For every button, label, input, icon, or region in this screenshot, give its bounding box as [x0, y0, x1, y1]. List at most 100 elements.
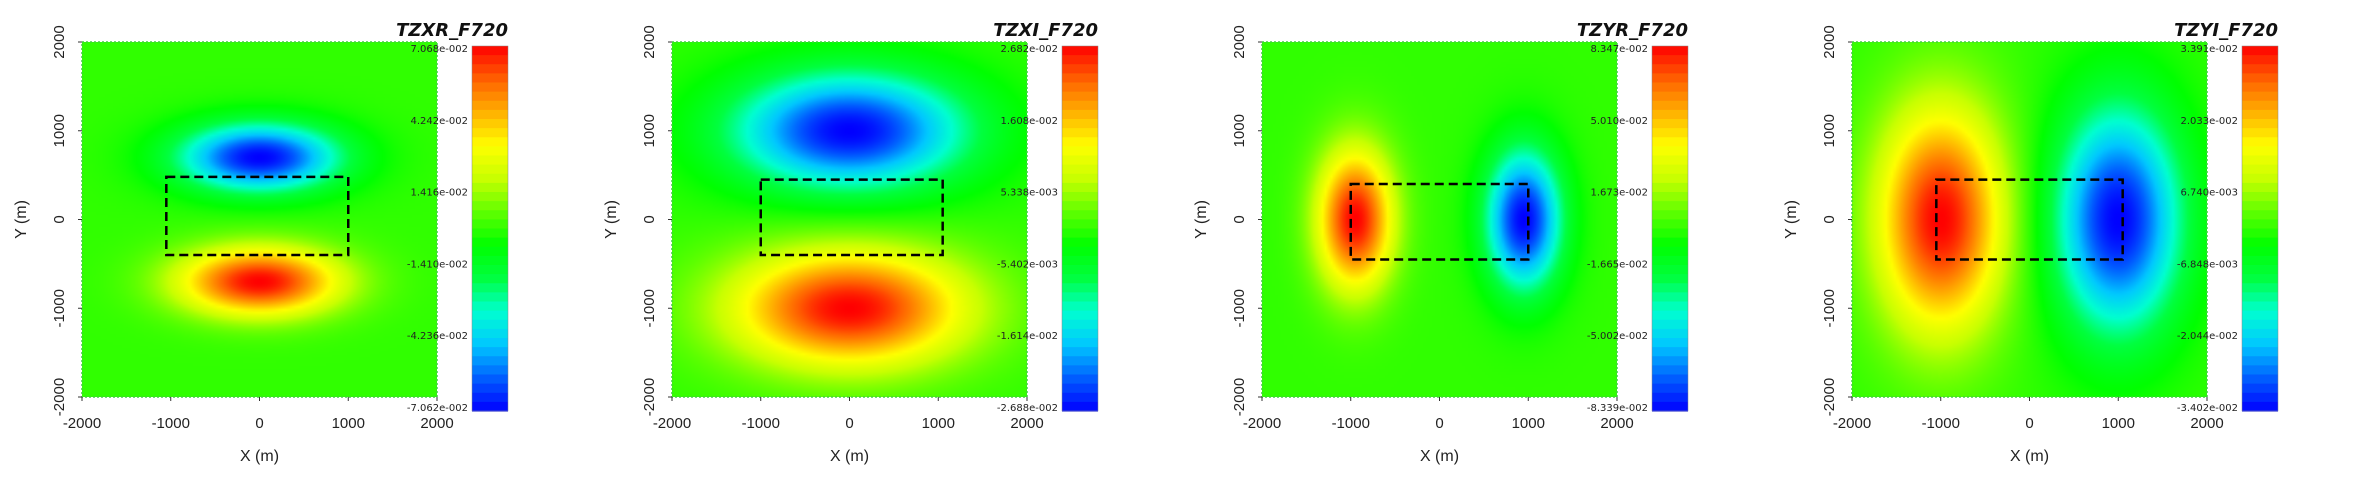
colorbar-segment — [1652, 210, 1688, 220]
colorbar-segment — [2242, 274, 2278, 284]
colorbar-segment — [1062, 137, 1098, 147]
colorbar-segment — [2242, 119, 2278, 129]
colorbar-segment — [1062, 146, 1098, 157]
colorbar-segment — [1062, 73, 1098, 84]
heatmap-field — [1262, 42, 1617, 397]
colorbar-segment — [1652, 155, 1688, 166]
colorbar-segment — [472, 128, 508, 138]
colorbar-title: TZXR_F720 — [396, 20, 508, 41]
colorbar-segment — [2242, 347, 2278, 357]
colorbar-segment — [2242, 265, 2278, 275]
colorbar-frame — [2241, 45, 2279, 412]
colorbar-tick-label: -7.062e-002 — [407, 403, 468, 414]
y-tick-label: 2000 — [641, 25, 658, 58]
colorbar-tick-label: -1.665e-002 — [1587, 259, 1648, 270]
colorbar-segment — [1652, 274, 1688, 284]
x-tick-label: 2000 — [1010, 415, 1043, 432]
colorbar-segment — [2242, 82, 2278, 93]
colorbar-segment — [1652, 201, 1688, 211]
colorbar-segment — [2242, 401, 2278, 412]
heatmap-field — [1852, 42, 2207, 397]
y-tick-label: 1000 — [1821, 114, 1838, 147]
colorbar-segment — [1062, 274, 1098, 284]
colorbar-frame — [1651, 45, 1689, 412]
colorbar-segment — [1652, 219, 1688, 230]
colorbar-segment — [2242, 310, 2278, 321]
colorbar-segment — [472, 173, 508, 184]
colorbar-tick-label: -8.339e-002 — [1587, 403, 1648, 414]
colorbar-segment — [2242, 319, 2278, 330]
x-tick-label: 0 — [845, 415, 853, 432]
colorbar-tick-label: 2.682e-002 — [1001, 44, 1058, 55]
y-axis-label: Y (m) — [13, 200, 30, 239]
colorbar-segment — [1062, 365, 1098, 376]
colorbar-tick-label: 2.033e-002 — [2181, 116, 2238, 127]
x-tick-label: 1000 — [922, 415, 955, 432]
x-tick-label: 2000 — [2190, 415, 2223, 432]
colorbar-segment — [2242, 246, 2278, 257]
colorbar-segment — [1062, 192, 1098, 202]
colorbar-segment — [1062, 228, 1098, 239]
x-tick-label: 1000 — [2102, 415, 2135, 432]
colorbar-segment — [1062, 55, 1098, 65]
colorbar-segment — [472, 310, 508, 321]
colorbar-tick-label: 6.740e-003 — [2181, 188, 2238, 199]
model-box-outline — [1349, 182, 1530, 261]
colorbar-segment — [1652, 46, 1688, 56]
colorbar-segment — [1652, 356, 1688, 366]
colorbar-segment — [2242, 64, 2278, 74]
colorbar-segment — [1652, 319, 1688, 330]
heatmap-field — [672, 42, 1027, 397]
y-tick-label: -1000 — [51, 289, 68, 327]
colorbar-segment — [1652, 401, 1688, 412]
colorbar-segment — [1652, 109, 1688, 120]
colorbar-segment — [472, 164, 508, 175]
chart-svg: -2000 -1000 0 1000 2000 -2000 -1000 0 1000 2000 X … — [1783, 20, 2279, 465]
colorbar-segment — [2242, 301, 2278, 312]
colorbar-segment — [2242, 201, 2278, 211]
colorbar-segment — [1652, 292, 1688, 303]
colorbar-segment — [2242, 182, 2278, 193]
model-box-outline — [165, 175, 350, 257]
colorbar-segment — [1062, 173, 1098, 184]
colorbar-segment — [1652, 347, 1688, 357]
y-tick-label: 0 — [1821, 215, 1838, 223]
y-tick-label: -2000 — [1231, 378, 1248, 416]
chart-panel-2: -2000 -1000 0 1000 2000 -2000 -1000 0 1000 2000 X … — [590, 0, 1180, 484]
y-tick-label: 1000 — [1231, 114, 1248, 147]
colorbar-segment — [1652, 246, 1688, 257]
colorbar-segment — [472, 155, 508, 166]
x-axis-label: X (m) — [240, 448, 279, 465]
y-tick-label: -2000 — [51, 378, 68, 416]
colorbar-tick-label: -2.044e-002 — [2177, 331, 2238, 342]
colorbar-segment — [1062, 100, 1098, 111]
colorbar-segment — [1652, 91, 1688, 102]
colorbar-segment — [2242, 219, 2278, 230]
colorbar-segment — [1062, 91, 1098, 102]
x-tick-label: -1000 — [152, 415, 190, 432]
colorbar-segment — [2242, 383, 2278, 394]
colorbar-tick-label: 1.673e-002 — [1591, 188, 1648, 199]
colorbar-segment — [472, 347, 508, 357]
colorbar-segment — [1062, 383, 1098, 394]
y-axis-label: Y (m) — [1783, 200, 1800, 239]
colorbar-tick-label: -2.688e-002 — [997, 403, 1058, 414]
colorbar-segment — [2242, 146, 2278, 157]
colorbar-segment — [1062, 356, 1098, 366]
y-tick-label: 2000 — [51, 25, 68, 58]
colorbar-segment — [472, 228, 508, 239]
colorbar-segment — [2242, 228, 2278, 239]
colorbar-tick-label: -5.402e-003 — [997, 259, 1058, 270]
colorbar-segment — [2242, 255, 2278, 266]
colorbar-tick-label: -5.002e-002 — [1587, 331, 1648, 342]
colorbar-segment — [1062, 210, 1098, 220]
colorbar-segment — [472, 146, 508, 157]
colorbar-segment — [1062, 64, 1098, 74]
x-axis-label: X (m) — [830, 448, 869, 465]
y-tick-label: 0 — [1231, 215, 1248, 223]
colorbar-segment — [1652, 173, 1688, 184]
y-tick-label: -2000 — [1821, 378, 1838, 416]
y-tick-label: 2000 — [1821, 25, 1838, 58]
colorbar-segment — [1062, 392, 1098, 403]
colorbar-segment — [2242, 237, 2278, 248]
